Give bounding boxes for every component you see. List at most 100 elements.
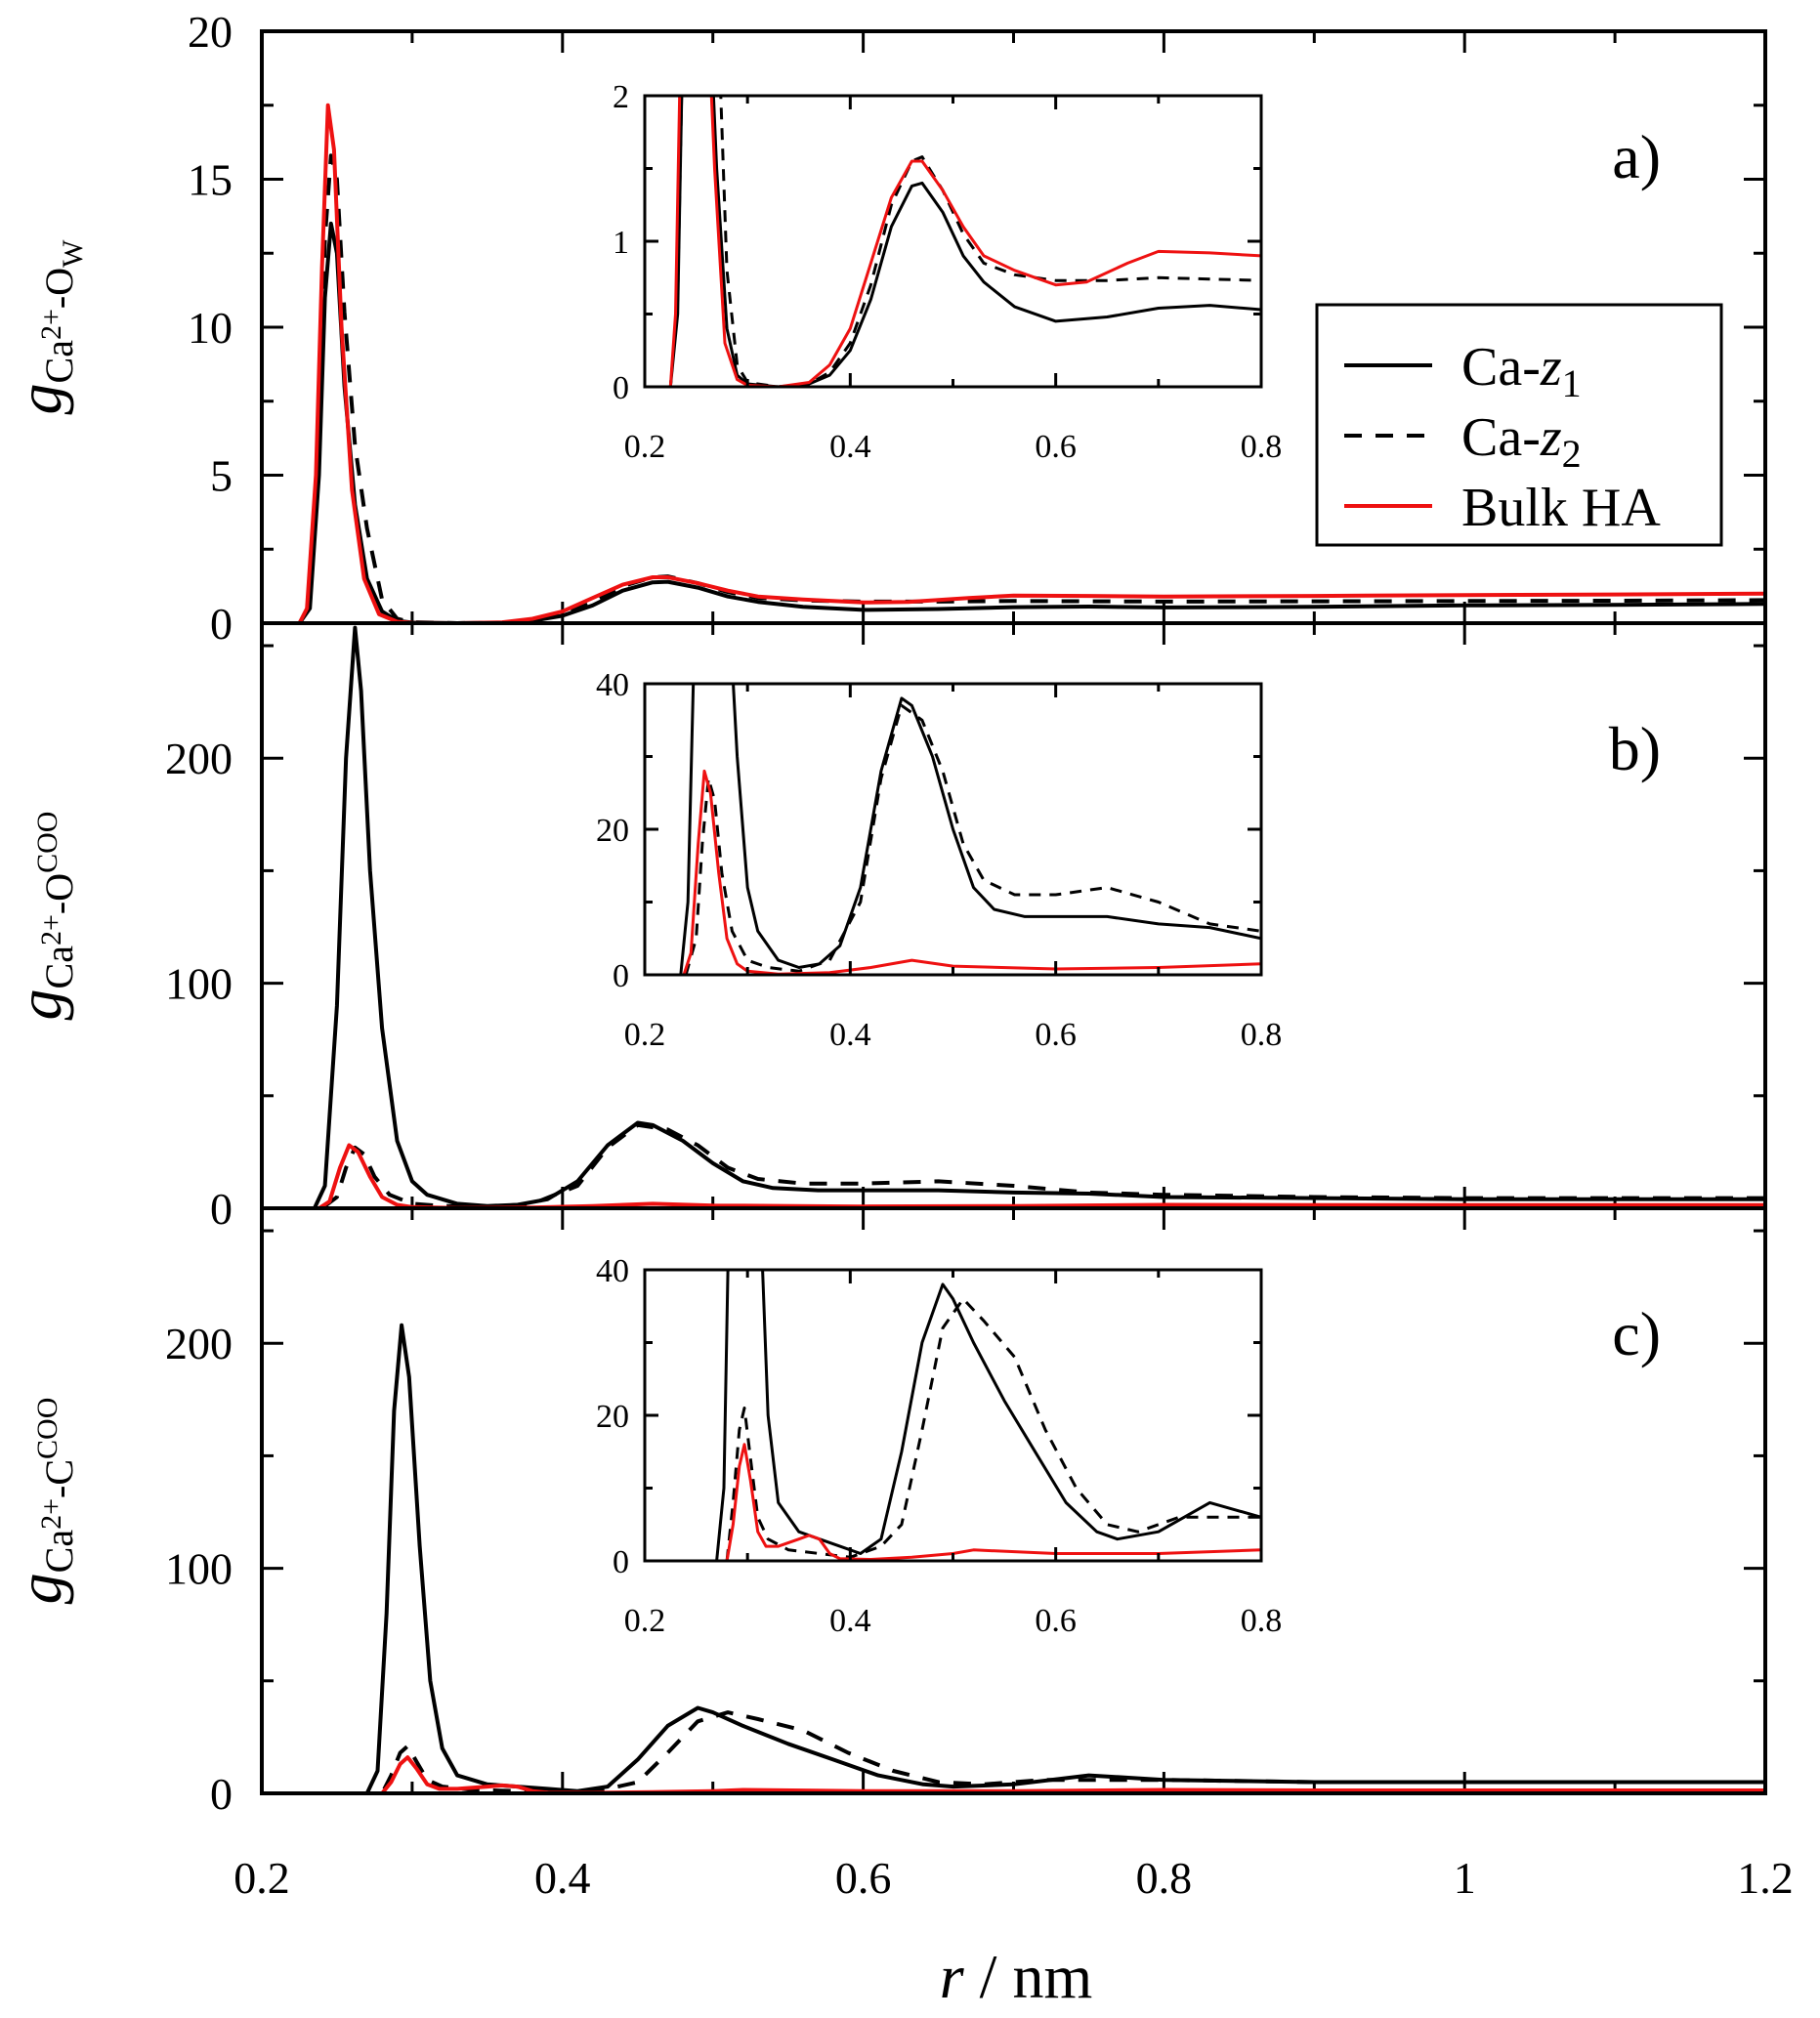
x-tick-label: 0.8 [1136,1853,1193,1903]
inset-series-line-ca-z2 [645,96,1261,387]
x-tick-label: 0.6 [835,1853,892,1903]
inset-x-tick-label: 0.8 [1241,429,1283,465]
y-label-part: g [5,1573,74,1604]
x-tick-label: 0.4 [534,1853,591,1903]
inset-2: 0.2 0.4 0.6 0.8 0 20 40 [596,667,1283,1053]
inset-x-tick-label: 0.6 [1035,1017,1077,1053]
legend-label-sub: 1 [1562,361,1582,405]
series-line-ca-z2 [262,1122,1765,1208]
y-tick-label: 5 [210,451,233,501]
x-tick-label: 0.2 [233,1853,290,1903]
legend-label: Bulk HA [1461,478,1661,538]
inset-series-group [645,1270,1261,1561]
inset-y-tick-label: 0 [613,370,629,406]
inset-x-tick-label: 0.2 [624,1017,666,1053]
y-tick-label: 15 [188,155,233,205]
inset-x-tick-label: 0.2 [624,1603,666,1639]
y-tick-label: 0 [210,1184,233,1234]
y-label-part: 2+ [35,914,67,946]
series-line-ca-z1 [262,221,1765,623]
y-tick-label: 200 [165,734,233,783]
legend-label-sub: 2 [1562,432,1582,476]
y-label-part: - [37,902,81,914]
legend-label-var: z [1540,407,1562,468]
y-tick-label: 0 [210,1769,233,1819]
inset-x-tick-label: 0.4 [829,1603,871,1639]
y-label-part: - [37,296,81,309]
inset-x-tick-label: 0.4 [829,1017,871,1053]
inset-series-group [645,684,1261,975]
inset-1: 0.2 0.4 0.6 0.8 0 1 2 [613,79,1283,465]
legend-label-main: Bulk HA [1461,478,1661,538]
y-tick-label: 0 [210,599,233,649]
series-line-ca-z1 [262,625,1765,1208]
y-tick-label: 10 [188,303,233,353]
inset-x-tick-label: 0.8 [1241,1017,1283,1053]
series-line-ca-z2 [262,153,1765,623]
series-line-bulk-ha [262,103,1765,623]
y-label-part: g [5,988,74,1020]
inset-x-tick-label: 0.8 [1241,1603,1283,1639]
y-label-part: g [5,383,74,414]
x-tick-label: 1 [1454,1853,1476,1903]
panel-label: b) [1609,714,1661,783]
inset-y-tick-label: 0 [613,1544,629,1580]
x-axis-tick-labels: 0.2 0.4 0.6 0.8 1 1.2 [233,1853,1794,1903]
y-label-part: O [37,873,81,902]
series-group [262,103,1765,623]
y-label-part: COO [31,812,63,873]
panel-1: 0 5 10 15 20 a) gCa2+-OW 0.2 0.4 0.6 0.8 0 1 2 [5,7,1767,649]
inset-y-tick-label: 20 [596,813,629,849]
y-label-part: Ca [37,1530,81,1574]
panel-label: c) [1612,1299,1661,1368]
inset-x-tick-label: 0.4 [829,429,871,465]
y-label-part: - [37,1486,81,1498]
inset-series-line-ca-z1 [645,1270,1261,1561]
y-tick-label: 100 [165,959,233,1009]
series-line-ca-z2 [262,1710,1765,1793]
panel-label: a) [1612,122,1661,191]
legend-label: Ca-z1 [1461,337,1582,405]
inset-series-line-ca-z1 [645,684,1261,975]
series-group [262,1323,1765,1793]
y-tick-label: 100 [165,1544,233,1594]
panel-2: 0 100 200 b) gCa2+-OCOO 0.2 0.4 0.6 0.8 0 20 40 [5,621,1767,1234]
inset-x-tick-label: 0.6 [1035,429,1077,465]
legend-label-main: Ca- [1461,407,1541,468]
y-tick-label: 200 [165,1319,233,1368]
legend-label-main: Ca- [1461,337,1541,398]
inset-series-line-bulk-ha [645,769,1261,975]
y-label-part: Ca [37,340,81,384]
y-label-part: Ca [37,946,81,989]
inset-series-group [645,96,1261,387]
inset-x-tick-label: 0.6 [1035,1603,1077,1639]
inset-y-tick-label: 40 [596,1253,629,1289]
panel-frame [260,1206,1767,1795]
y-label-part: C [37,1459,81,1486]
inset-frame-bg [643,94,1263,389]
y-axis-label: gCa2+-OW [5,239,89,415]
legend-label: Ca-z2 [1461,407,1582,476]
y-label-part: W [57,239,89,268]
inset-series-line-ca-z2 [645,703,1261,975]
legend-label-var: z [1540,337,1562,398]
inset-y-tick-label: 20 [596,1399,629,1435]
inset-y-tick-label: 1 [613,225,629,261]
y-label-part: 2+ [35,1498,67,1530]
y-label-part: 2+ [35,309,67,340]
panel-3: 0 100 200 c) gCa2+-CCOO 0.2 0.4 0.6 0.8 0 20 40 [5,1206,1767,1819]
inset-x-tick-label: 0.2 [624,429,666,465]
inset-series-line-ca-z2 [645,1297,1261,1561]
inset-frame-bg [643,1268,1263,1563]
y-axis-label: gCa2+-CCOO [5,1398,81,1605]
x-tick-label: 1.2 [1737,1853,1794,1903]
x-axis-label: r / nm [940,1942,1092,2011]
y-tick-label: 20 [188,7,233,57]
series-line-bulk-ha [262,1755,1765,1793]
inset-y-tick-label: 2 [613,79,629,115]
y-label-part: O [37,268,81,296]
inset-series-line-bulk-ha [645,1443,1261,1561]
